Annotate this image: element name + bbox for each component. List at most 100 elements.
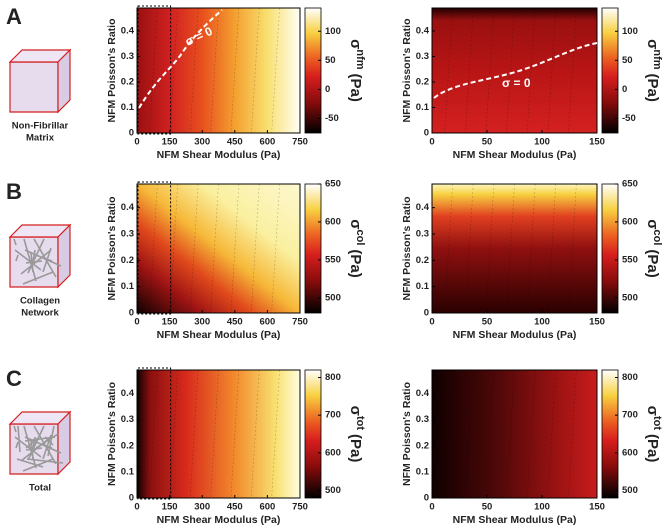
- contour-line: [210, 183, 219, 314]
- contour-line: [250, 369, 260, 499]
- x-tick-label: 300: [194, 317, 210, 328]
- contour-line: [169, 183, 179, 314]
- colorbar-tick-label: 550: [325, 254, 341, 265]
- colorbar-tick-label: 800: [325, 372, 341, 383]
- colorbar-superscript: col: [354, 230, 366, 246]
- y-axis-label: NFM Poisson's Ratio: [401, 196, 413, 300]
- contour-line: [149, 183, 158, 314]
- x-tick-label: 600: [259, 502, 275, 513]
- x-tick-label: 150: [162, 317, 178, 328]
- row-caption: Non-Fibrillar: [12, 121, 69, 132]
- y-tick-label: 0: [129, 493, 134, 504]
- x-axis-label: NFM Shear Modulus (Pa): [157, 329, 281, 341]
- fiber: [13, 425, 17, 433]
- colorbar-tick-label: 700: [622, 410, 638, 421]
- contour-line: [506, 7, 515, 134]
- y-tick-label: 0: [129, 308, 134, 319]
- contour-line: [149, 369, 158, 499]
- y-tick-label: 0.4: [121, 202, 135, 213]
- colorbar: [601, 7, 619, 134]
- fiber: [33, 425, 57, 465]
- contour-line: [189, 369, 199, 499]
- x-tick-label: 150: [162, 137, 178, 148]
- fiber: [47, 425, 55, 457]
- x-axis-label: NFM Shear Modulus (Pa): [453, 329, 577, 341]
- contour-line: [149, 7, 158, 134]
- colorbar-unit: (Pa): [644, 249, 661, 277]
- colorbar-tick-label: 800: [622, 372, 638, 383]
- y-tick-label: 0.2: [121, 440, 134, 451]
- fiber: [14, 249, 42, 271]
- colorbar-tick-label: 600: [622, 216, 638, 227]
- y-tick-label: 0.3: [416, 414, 429, 425]
- y-tick-label: 0: [424, 308, 429, 319]
- contour-line: [568, 7, 577, 134]
- zero-contour: [138, 9, 223, 109]
- y-tick-label: 0.3: [121, 229, 134, 240]
- colorbar-tick-label: 100: [622, 26, 638, 37]
- contour-line: [271, 369, 280, 499]
- cube-icon: [57, 223, 71, 289]
- contour-line: [526, 369, 536, 499]
- colorbar-superscript: tot: [651, 416, 663, 430]
- panel-letter: B: [6, 179, 22, 204]
- y-tick-label: 0.1: [416, 102, 430, 113]
- colorbar-label: σnfm (Pa): [644, 39, 663, 102]
- colorbar-superscript: tot: [354, 416, 366, 430]
- colorbar-superscript: nfm: [354, 49, 366, 69]
- colorbar-symbol: σ: [644, 406, 661, 416]
- y-tick-label: 0.4: [121, 25, 135, 36]
- contour-line: [568, 183, 577, 314]
- y-tick-label: 0.4: [121, 388, 135, 399]
- colorbar: [601, 369, 619, 499]
- y-tick-label: 0.2: [416, 255, 429, 266]
- contour-line: [547, 183, 557, 314]
- x-tick-label: 0: [134, 502, 139, 513]
- colorbar: [601, 183, 619, 314]
- x-tick-label: 0: [429, 502, 434, 513]
- y-tick-label: 0.2: [121, 76, 134, 87]
- zero-contour: [433, 42, 598, 99]
- colorbar-tick-label: 500: [622, 292, 638, 303]
- y-tick-label: 0.3: [121, 51, 134, 62]
- colorbar-tick-label: 0: [325, 84, 330, 95]
- colorbar-superscript: nfm: [651, 49, 663, 69]
- y-tick-label: 0: [424, 128, 429, 139]
- contour-line: [464, 369, 474, 499]
- fiber: [24, 249, 62, 267]
- colorbar-tick-label: 500: [325, 292, 341, 303]
- fiber: [15, 254, 19, 262]
- colorbar-tick-label: 650: [622, 179, 638, 190]
- zoom-region: [137, 181, 172, 315]
- colorbar-tick-label: -50: [325, 113, 339, 124]
- colorbar-label: σcol (Pa): [644, 219, 663, 278]
- cube-icon: [57, 410, 71, 476]
- y-tick-label: 0.1: [121, 466, 135, 477]
- y-tick-label: 0.3: [121, 414, 134, 425]
- x-tick-label: 50: [482, 317, 493, 328]
- zoom-region: [137, 5, 172, 135]
- contour-line: [189, 7, 199, 134]
- colorbar-tick-label: 100: [325, 26, 341, 37]
- colorbar: [304, 7, 322, 134]
- colorbar-tick-label: 50: [325, 55, 336, 66]
- y-tick-label: 0: [424, 493, 429, 504]
- plot-frame: [136, 369, 301, 499]
- y-tick-label: 0.1: [121, 281, 135, 292]
- plot-frame: [136, 7, 301, 134]
- fiber: [22, 271, 54, 285]
- contour-line: [464, 183, 474, 314]
- y-tick-label: 0.4: [416, 202, 430, 213]
- contour-line: [271, 7, 280, 134]
- colorbar-tick-label: 600: [325, 216, 341, 227]
- colorbar: [304, 183, 322, 314]
- x-tick-label: 0: [134, 137, 139, 148]
- colorbar-tick-label: 600: [325, 447, 341, 458]
- x-tick-label: 50: [482, 137, 493, 148]
- plot-frame: [136, 183, 301, 314]
- fiber: [27, 425, 45, 461]
- contour-line: [444, 183, 453, 314]
- panel-letter: A: [6, 4, 22, 29]
- colorbar-tick-label: -50: [622, 113, 636, 124]
